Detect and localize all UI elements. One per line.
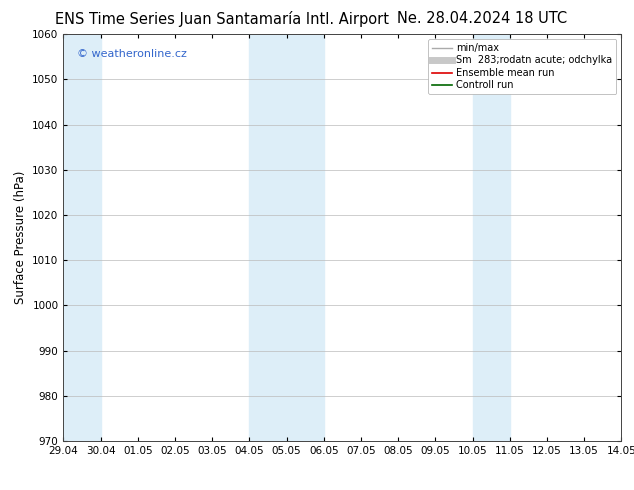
Y-axis label: Surface Pressure (hPa): Surface Pressure (hPa) <box>14 171 27 304</box>
Text: Ne. 28.04.2024 18 UTC: Ne. 28.04.2024 18 UTC <box>397 11 567 26</box>
Legend: min/max, Sm  283;rodatn acute; odchylka, Ensemble mean run, Controll run: min/max, Sm 283;rodatn acute; odchylka, … <box>428 39 616 94</box>
Bar <box>472 34 510 441</box>
Bar <box>249 34 324 441</box>
Text: © weatheronline.cz: © weatheronline.cz <box>77 49 187 58</box>
Text: ENS Time Series Juan Santamaría Intl. Airport: ENS Time Series Juan Santamaría Intl. Ai… <box>55 11 389 27</box>
Bar <box>63 34 101 441</box>
